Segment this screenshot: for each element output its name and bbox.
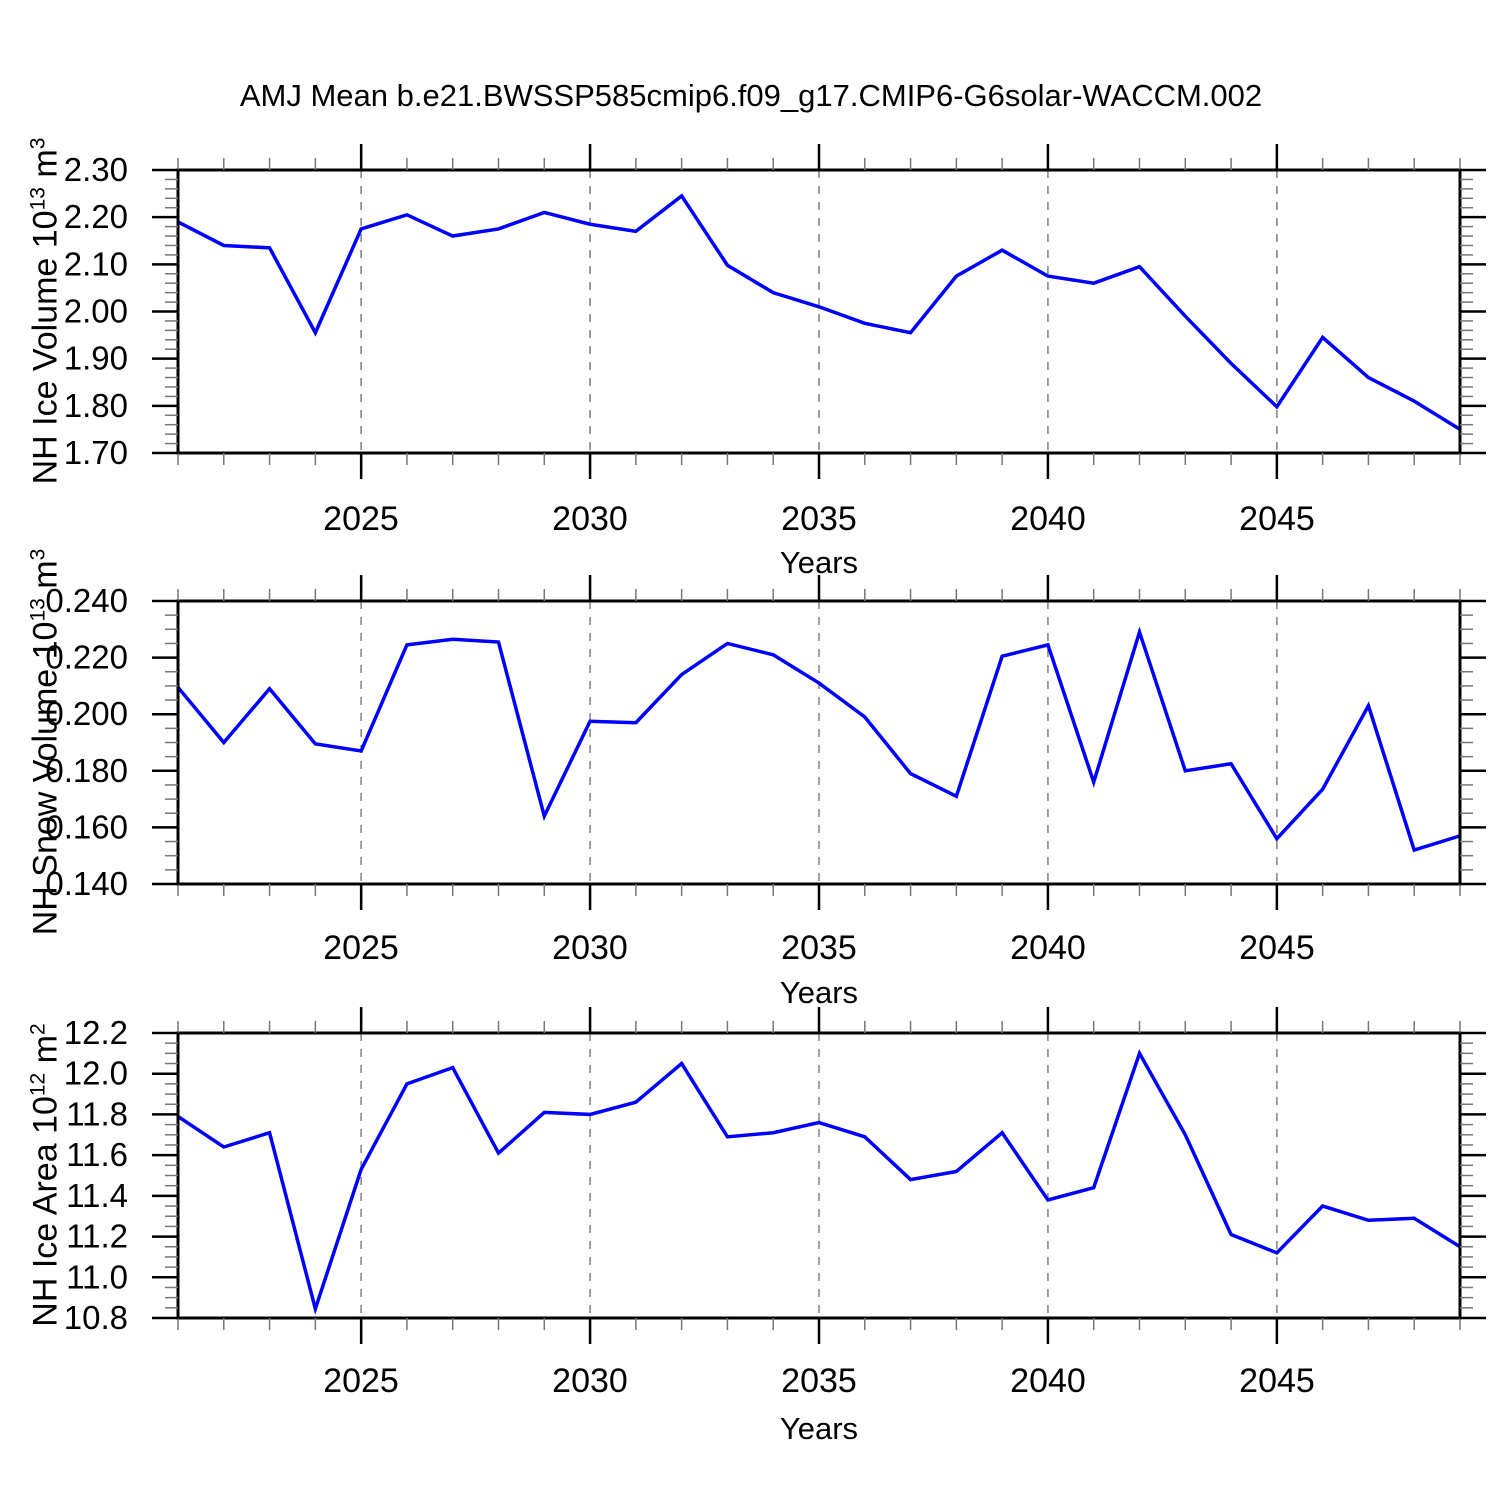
y-axis-label-snow-volume: NH Snow Volume 1013 m3: [26, 549, 65, 936]
y-tick-label: 0.140: [45, 865, 128, 902]
data-line-nh-snow-volume: [176, 626, 1461, 853]
y-axis-label-text: NH Snow Volume 10: [26, 621, 65, 936]
x-tick-label: 2035: [781, 929, 857, 967]
y-axis-label-unit: m: [26, 1034, 65, 1073]
y-tick-label: 11.4: [66, 1177, 128, 1214]
x-tick-label: 2035: [781, 500, 857, 538]
y-axis-label-exponent: 12: [26, 1072, 50, 1097]
y-tick-label: 0.240: [45, 582, 128, 619]
y-tick-label: 11.2: [66, 1218, 128, 1255]
x-tick-label: 2045: [1239, 1362, 1315, 1400]
y-tick-label: 2.20: [64, 198, 128, 235]
x-tick-label: 2040: [1010, 929, 1086, 967]
x-tick-label: 2035: [781, 1362, 857, 1400]
y-tick-label: 1.80: [64, 387, 128, 424]
x-tick-label: 2025: [323, 1362, 399, 1400]
y-axis-label-unit: m: [26, 149, 65, 188]
x-tick-label: 2025: [323, 929, 399, 967]
y-axis-label-exponent: 13: [26, 187, 50, 211]
data-line-nh-ice-volume: [177, 193, 1461, 431]
y-tick-label: 2.10: [64, 245, 128, 282]
x-tick-label: 2040: [1010, 500, 1086, 538]
x-tick-label: 2045: [1239, 500, 1315, 538]
x-tick-label: 2030: [552, 1362, 628, 1400]
x-axis-title: Years: [779, 1411, 859, 1446]
y-axis-label-unit: m: [26, 560, 65, 599]
x-axis-title: Years: [779, 975, 859, 1010]
y-tick-label: 11.0: [66, 1258, 128, 1295]
y-axis-label-exponent: 13: [26, 598, 50, 622]
y-tick-label: 12.2: [64, 1014, 128, 1051]
y-axis-label-unit-exponent: 3: [26, 137, 50, 150]
y-axis-label-text: NH Ice Volume 10: [26, 210, 65, 485]
y-tick-label: 11.8: [66, 1095, 128, 1132]
y-axis-label-unit-exponent: 2: [26, 1023, 50, 1035]
y-tick-label: 0.200: [45, 695, 128, 732]
x-tick-label: 2040: [1010, 1362, 1086, 1400]
y-axis-label-ice-volume: NH Ice Volume 1013 m3: [26, 138, 65, 485]
y-axis-label-unit-exponent: 3: [26, 548, 50, 561]
x-tick-label: 2045: [1239, 929, 1315, 967]
x-tick-label: 2025: [323, 500, 399, 538]
y-tick-label: 1.90: [64, 340, 128, 377]
y-tick-label: 2.30: [64, 151, 128, 188]
y-tick-label: 2.00: [64, 293, 128, 330]
x-tick-label: 2030: [552, 500, 628, 538]
y-tick-label: 0.160: [45, 808, 128, 845]
data-line-nh-ice-area: [177, 1049, 1461, 1316]
y-axis-label-ice-area: NH Ice Area 1012 m2: [26, 1023, 65, 1326]
y-tick-label: 0.180: [45, 752, 128, 789]
y-tick-label: 0.220: [45, 639, 128, 676]
x-axis-title: Years: [779, 545, 859, 580]
x-tick-label: 2030: [552, 929, 628, 967]
y-tick-label: 11.6: [66, 1136, 128, 1173]
y-axis-label-text: NH Ice Area 10: [26, 1096, 65, 1327]
y-tick-label: 1.70: [64, 434, 128, 471]
figure-title: AMJ Mean b.e21.BWSSP585cmip6.f09_g17.CMI…: [239, 78, 1263, 113]
y-tick-label: 10.8: [64, 1299, 128, 1336]
y-tick-label: 12.0: [64, 1055, 128, 1092]
